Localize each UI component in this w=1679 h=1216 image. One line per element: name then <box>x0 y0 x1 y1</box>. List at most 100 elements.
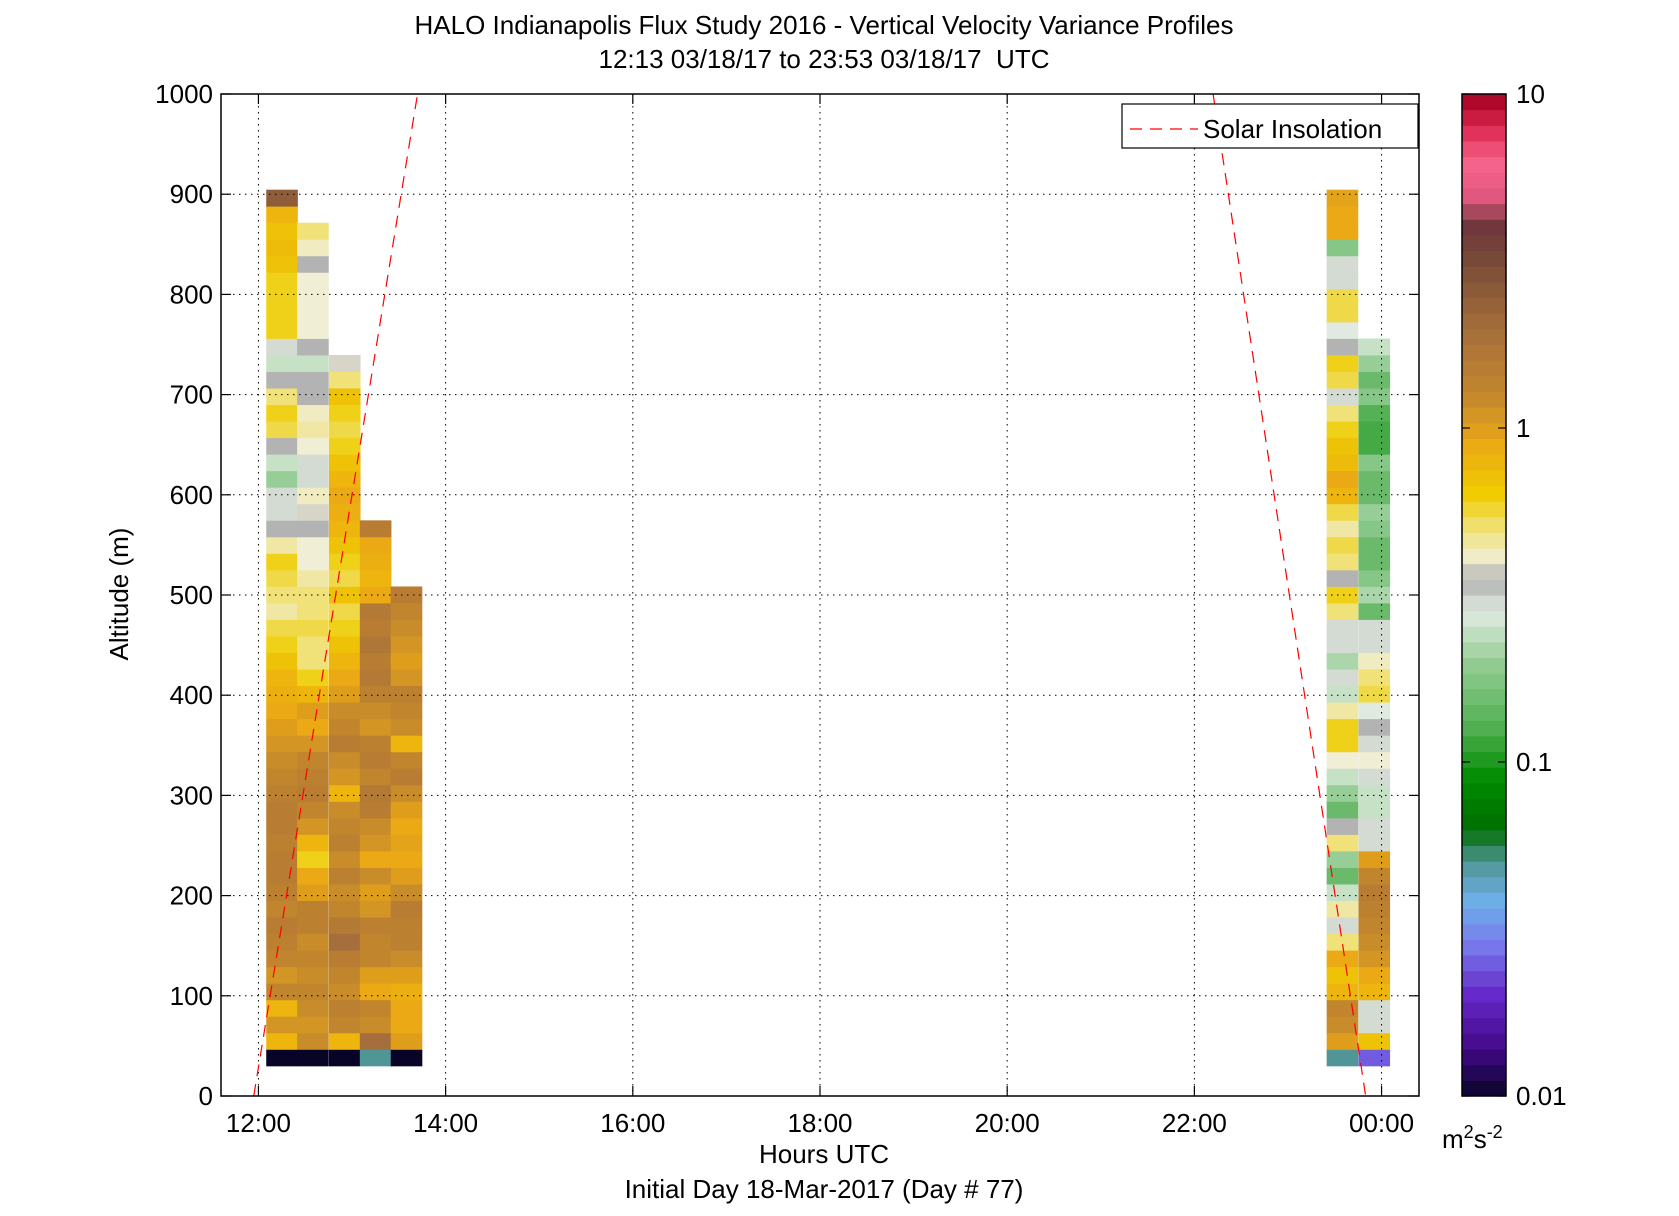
heatmap-cell <box>1358 536 1391 554</box>
heatmap-cell <box>328 355 361 372</box>
grid-lines <box>221 94 1419 1096</box>
colorbar-segment <box>1462 203 1506 220</box>
heatmap-cell <box>297 305 329 323</box>
heatmap-cell <box>297 999 329 1017</box>
heatmap-cell <box>359 520 392 538</box>
heatmap-cell <box>359 966 392 984</box>
heatmap-cell <box>266 206 298 224</box>
y-tick-label: 800 <box>170 279 213 309</box>
heatmap-cell <box>266 817 298 835</box>
heatmap-cell <box>1358 355 1391 372</box>
heatmap-cell <box>266 966 298 984</box>
heatmap-cell <box>390 685 423 703</box>
heatmap-cell <box>1358 867 1391 885</box>
heatmap-cell <box>1358 685 1391 703</box>
heatmap-cell <box>359 834 392 852</box>
heatmap-cell <box>266 255 298 273</box>
heatmap-cell <box>390 1016 423 1034</box>
colorbar-segment <box>1462 876 1506 893</box>
heatmap-cell <box>266 735 298 753</box>
heatmap-cell <box>1358 1016 1391 1034</box>
heatmap-cell <box>1358 817 1391 835</box>
colorbar-ticks: 0.01 0.1 1 10 <box>1462 79 1567 1111</box>
colorbar-segment <box>1462 720 1506 737</box>
heatmap-cell <box>1326 255 1359 273</box>
colorbar-segment <box>1462 563 1506 580</box>
heatmap-cell <box>1358 834 1391 852</box>
heatmap-cell <box>328 718 361 736</box>
heatmap-cell <box>266 553 298 571</box>
heatmap-cell <box>266 1049 298 1067</box>
colorbar-segment <box>1462 469 1506 486</box>
legend-box <box>1121 103 1419 149</box>
axis-ticks: 12:00 14:00 16:00 18:00 20:00 22:00 00:00 0 100 2… <box>155 79 1419 1138</box>
solar-insolation-lines <box>253 93 1367 1097</box>
heatmap-cell <box>1326 437 1359 455</box>
colorbar-segment <box>1462 1017 1506 1034</box>
heatmap-cell <box>1326 933 1359 951</box>
heatmap-cell <box>390 801 423 819</box>
heatmap-cell <box>1358 801 1391 819</box>
heatmap-cell <box>297 404 329 422</box>
heatmap-cell <box>359 553 392 571</box>
heatmap-cell <box>1326 702 1359 720</box>
colorbar-segment <box>1462 234 1506 252</box>
heatmap-cell <box>1358 404 1391 422</box>
heatmap-cell <box>359 983 392 1001</box>
colorbar-frame <box>1461 93 1507 1097</box>
heatmap-cell <box>1358 768 1391 786</box>
heatmap-cell <box>297 586 329 604</box>
colorbar-segment <box>1462 751 1506 768</box>
heatmap-cell <box>390 884 423 902</box>
heatmap-cell <box>328 1016 361 1034</box>
colorbar-segment <box>1462 1064 1506 1081</box>
heatmap-cell <box>266 1032 298 1050</box>
heatmap-cell <box>328 685 361 703</box>
heatmap-cell <box>1326 801 1359 819</box>
x-tick-label: 20:00 <box>975 1108 1040 1138</box>
heatmap-cell <box>328 619 361 637</box>
heatmap-cell <box>1326 966 1359 984</box>
heatmap-cell <box>297 768 329 786</box>
heatmap-cell <box>359 784 392 802</box>
heatmap-cell <box>266 371 298 389</box>
heatmap-cell <box>266 999 298 1017</box>
heatmap-cell <box>359 867 392 885</box>
heatmap-cell <box>359 1016 392 1034</box>
colorbar-segment <box>1462 344 1506 361</box>
colorbar-segment <box>1462 814 1506 831</box>
heatmap-cell <box>390 669 423 687</box>
heatmap-cell <box>297 437 329 455</box>
heatmap-cell <box>297 454 329 472</box>
heatmap-cell <box>266 983 298 1001</box>
heatmap-cell <box>390 1032 423 1050</box>
heatmap-cell <box>266 305 298 323</box>
heatmap-cell <box>266 503 298 521</box>
heatmap-cell <box>328 801 361 819</box>
heatmap-cell <box>359 817 392 835</box>
chart-subtitle: 12:13 03/18/17 to 23:53 03/18/17 UTC <box>598 44 1049 74</box>
heatmap-cell <box>297 817 329 835</box>
heatmap-cell <box>297 503 329 521</box>
heatmap-cell <box>266 222 298 240</box>
colorbar-segment <box>1462 375 1506 392</box>
heatmap-cell <box>1358 1032 1391 1050</box>
colorbar-tick-label: 0.01 <box>1516 1081 1567 1111</box>
heatmap-cell <box>266 454 298 472</box>
colorbar-segment <box>1462 861 1506 878</box>
heatmap-cell <box>390 933 423 951</box>
heatmap-cell <box>1358 652 1391 670</box>
y-tick-label: 500 <box>170 580 213 610</box>
colorbar-segment <box>1462 595 1506 612</box>
heatmap-cell <box>1358 1049 1391 1067</box>
y-axis-label: Altitude (m) <box>104 528 134 661</box>
colorbar-segment <box>1462 187 1506 205</box>
heatmap-cell <box>1326 950 1359 968</box>
heatmap-cell <box>328 454 361 472</box>
heatmap-cell <box>1326 983 1359 1001</box>
heatmap-cell <box>328 603 361 620</box>
heatmap-cell <box>328 652 361 670</box>
heatmap-cell <box>266 1016 298 1034</box>
heatmap-cell <box>359 702 392 720</box>
heatmap-cell <box>328 553 361 571</box>
